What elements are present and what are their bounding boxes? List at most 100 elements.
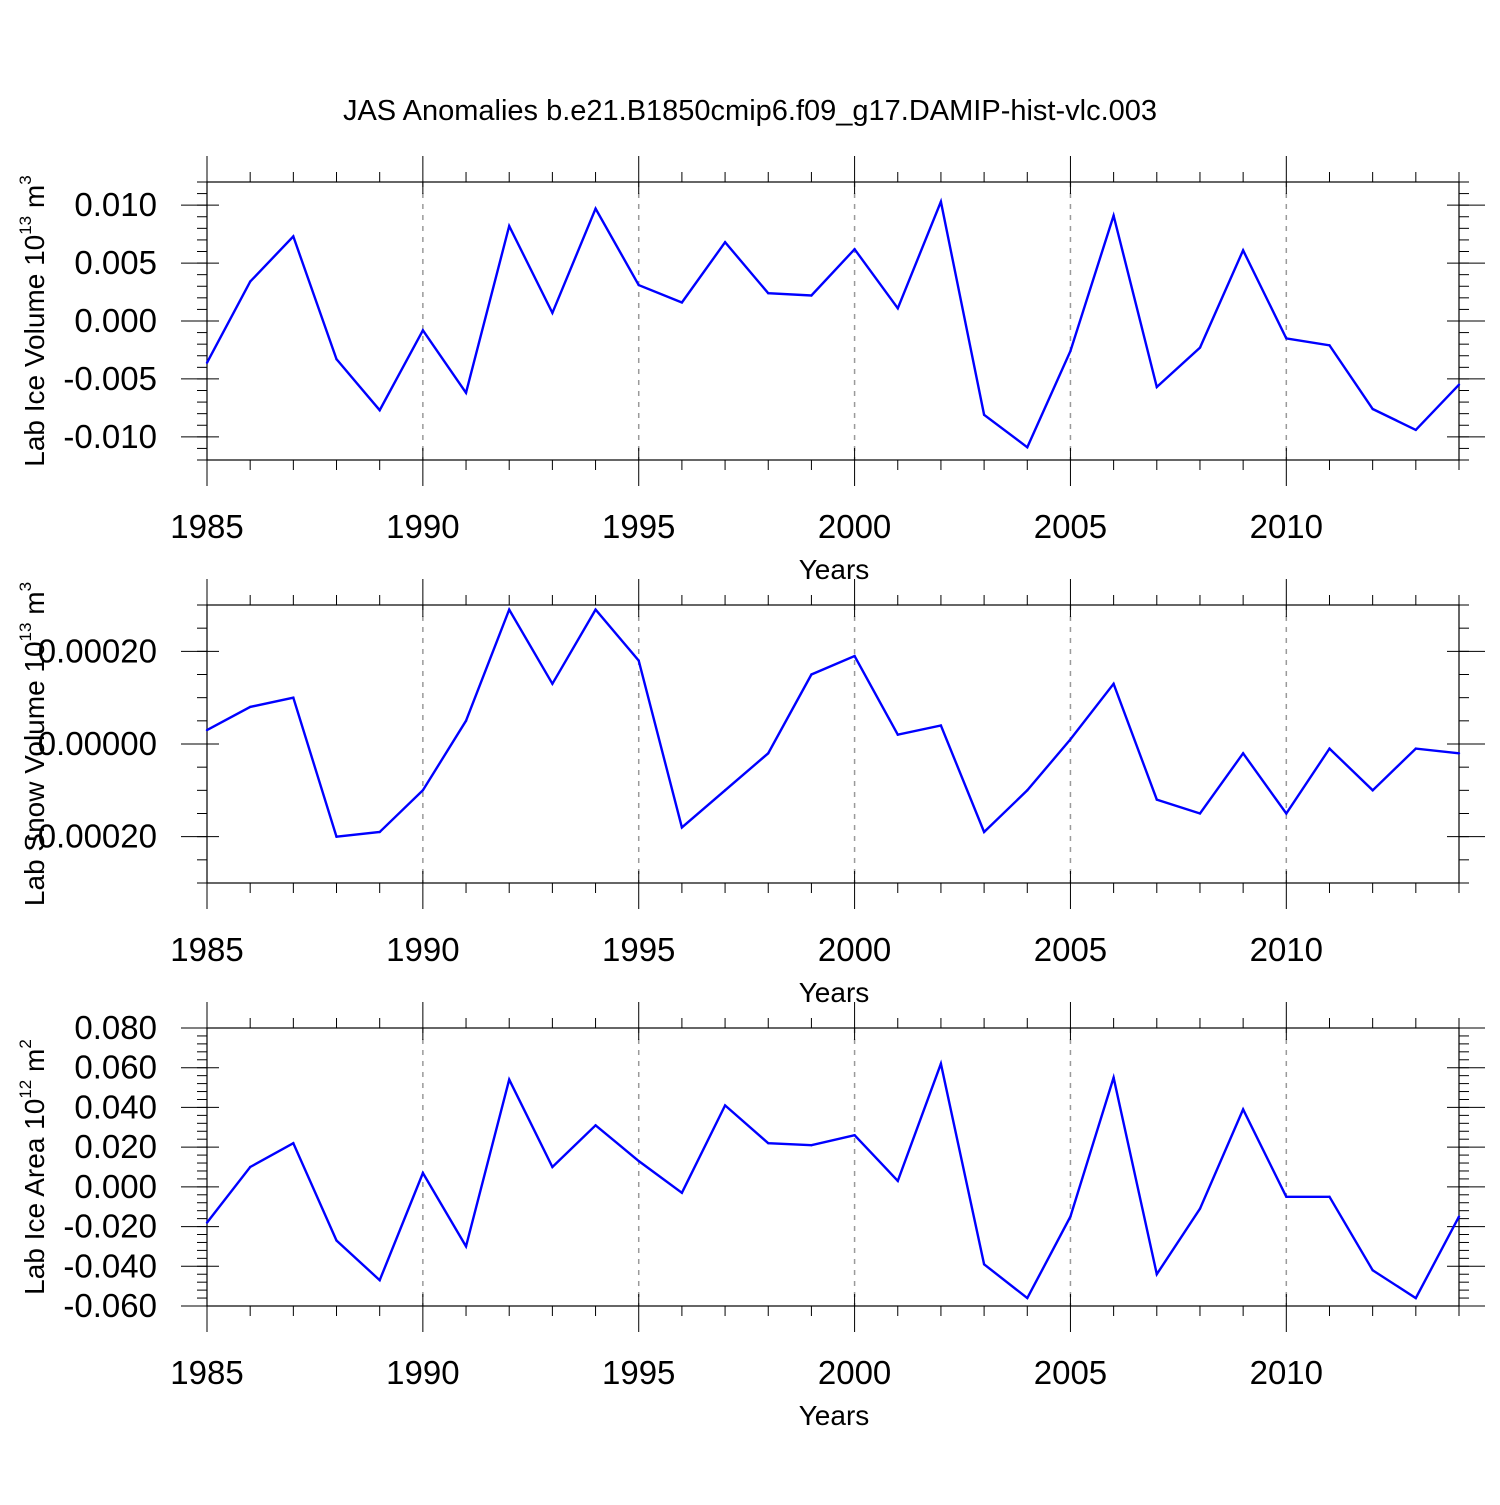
x-tick-label: 1985: [170, 1354, 243, 1391]
data-point: [248, 705, 252, 709]
y-axis-label: Lab Ice Volume 1013 m3: [16, 175, 50, 466]
data-point: [335, 1239, 338, 1242]
data-point: [853, 654, 856, 658]
data-point: [594, 1124, 597, 1127]
data-point: [1026, 446, 1029, 449]
y-tick-label: 0.080: [74, 1009, 157, 1046]
data-point: [1069, 1215, 1072, 1218]
y-axis-label: Lab Snow Volume 1013 m3: [16, 582, 50, 906]
y-axis-label-unit: m: [19, 591, 50, 622]
data-point: [1026, 1296, 1029, 1300]
data-point: [205, 1221, 209, 1224]
x-tick-label: 2000: [818, 508, 891, 545]
x-axis-label: Years: [799, 1400, 870, 1431]
data-point: [896, 307, 899, 310]
data-point: [767, 292, 770, 295]
plot-frame: [206, 181, 1460, 461]
y-axis-label: Lab Ice Area 1012 m2: [16, 1039, 50, 1295]
x-tick-label: 2010: [1250, 931, 1323, 968]
data-point: [1371, 1269, 1374, 1272]
chart-panel-1: 1985 1990 1995 2000 2005 2010 0.010 0.005 0.000 -…: [16, 156, 1485, 585]
data-point: [421, 789, 425, 792]
x-axis-label: Years: [799, 554, 870, 585]
x-tick-label: 2005: [1034, 931, 1107, 968]
data-point: [1069, 738, 1072, 741]
data-point: [810, 673, 813, 676]
data-point: [939, 724, 943, 727]
data-point: [982, 830, 986, 834]
data-point: [1414, 747, 1418, 750]
data-point: [1198, 1207, 1202, 1210]
plot-frame: [206, 604, 1460, 884]
data-point: [810, 1143, 813, 1147]
data-point: [1198, 346, 1202, 349]
series-line: [206, 1059, 1461, 1300]
y-tick-label: -0.00020: [27, 818, 157, 855]
data-point: [1371, 789, 1374, 792]
y-axis-label-text: Lab Snow Volume 10: [19, 641, 50, 906]
data-point: [464, 719, 468, 723]
data-point: [1285, 1195, 1288, 1198]
data-point: [723, 1104, 727, 1107]
data-point: [982, 413, 986, 417]
chart-panel-2: 1985 1990 1995 2000 2005 2010 0.00020 0.00000 -0…: [16, 579, 1485, 1008]
y-axis-label-unit: m: [19, 1049, 50, 1080]
data-point: [637, 283, 640, 287]
series-line: [205, 197, 1460, 450]
data-point: [1457, 1215, 1461, 1218]
y-tick-label: 0.000: [74, 302, 157, 339]
data-point: [896, 733, 899, 736]
data-point: [896, 1179, 899, 1183]
data-point: [1328, 344, 1331, 347]
data-point: [1285, 812, 1288, 815]
data-point: [378, 830, 381, 834]
data-point: [767, 1141, 770, 1145]
y-tick-label: 0.020: [74, 1128, 157, 1165]
y-axis-label-text: Lab Ice Area 10: [19, 1099, 50, 1295]
data-point: [421, 329, 425, 332]
y-axis-label-text: Lab Ice Volume 10: [19, 235, 50, 467]
x-tick-label: 1990: [386, 931, 459, 968]
y-tick-label: -0.040: [63, 1247, 157, 1284]
x-tick-label: 2005: [1034, 1354, 1107, 1391]
data-point: [508, 608, 511, 611]
y-tick-label: -0.010: [63, 418, 157, 455]
data-point: [1457, 752, 1461, 755]
y-tick-label: 0.000: [74, 1168, 157, 1205]
y-tick-label: -0.005: [63, 360, 157, 397]
data-point: [248, 280, 252, 283]
data-point: [680, 826, 684, 829]
x-tick-label: 1985: [170, 931, 243, 968]
data-point: [292, 235, 295, 238]
y-tick-label: 0.005: [74, 244, 157, 281]
data-point: [551, 1165, 554, 1169]
data-point: [378, 1278, 381, 1282]
y-tick-label: 0.010: [74, 186, 157, 223]
data-point: [1241, 752, 1245, 755]
data-point: [205, 361, 209, 364]
x-axis-label: Years: [799, 977, 870, 1008]
data-point: [939, 1062, 943, 1065]
data-point: [1328, 1195, 1331, 1198]
data-point: [594, 207, 597, 210]
data-point: [1155, 798, 1158, 801]
series-line: [206, 606, 1460, 838]
data-point: [1371, 407, 1374, 411]
x-tick-label: 1990: [386, 508, 459, 545]
y-axis-label-unit-exp: 3: [16, 175, 35, 184]
data-point: [508, 224, 511, 228]
data-point: [464, 391, 468, 395]
x-tick-label: 1985: [170, 508, 243, 545]
x-tick-label: 2010: [1250, 508, 1323, 545]
data-point: [464, 1245, 468, 1248]
x-tick-label: 1990: [386, 1354, 459, 1391]
data-point: [767, 752, 770, 755]
data-point: [594, 608, 597, 611]
data-point: [1112, 214, 1115, 217]
y-axis-label-unit-exp: 3: [16, 582, 35, 591]
data-point: [1112, 682, 1115, 685]
data-point: [378, 408, 381, 412]
data-point: [1241, 1108, 1245, 1111]
